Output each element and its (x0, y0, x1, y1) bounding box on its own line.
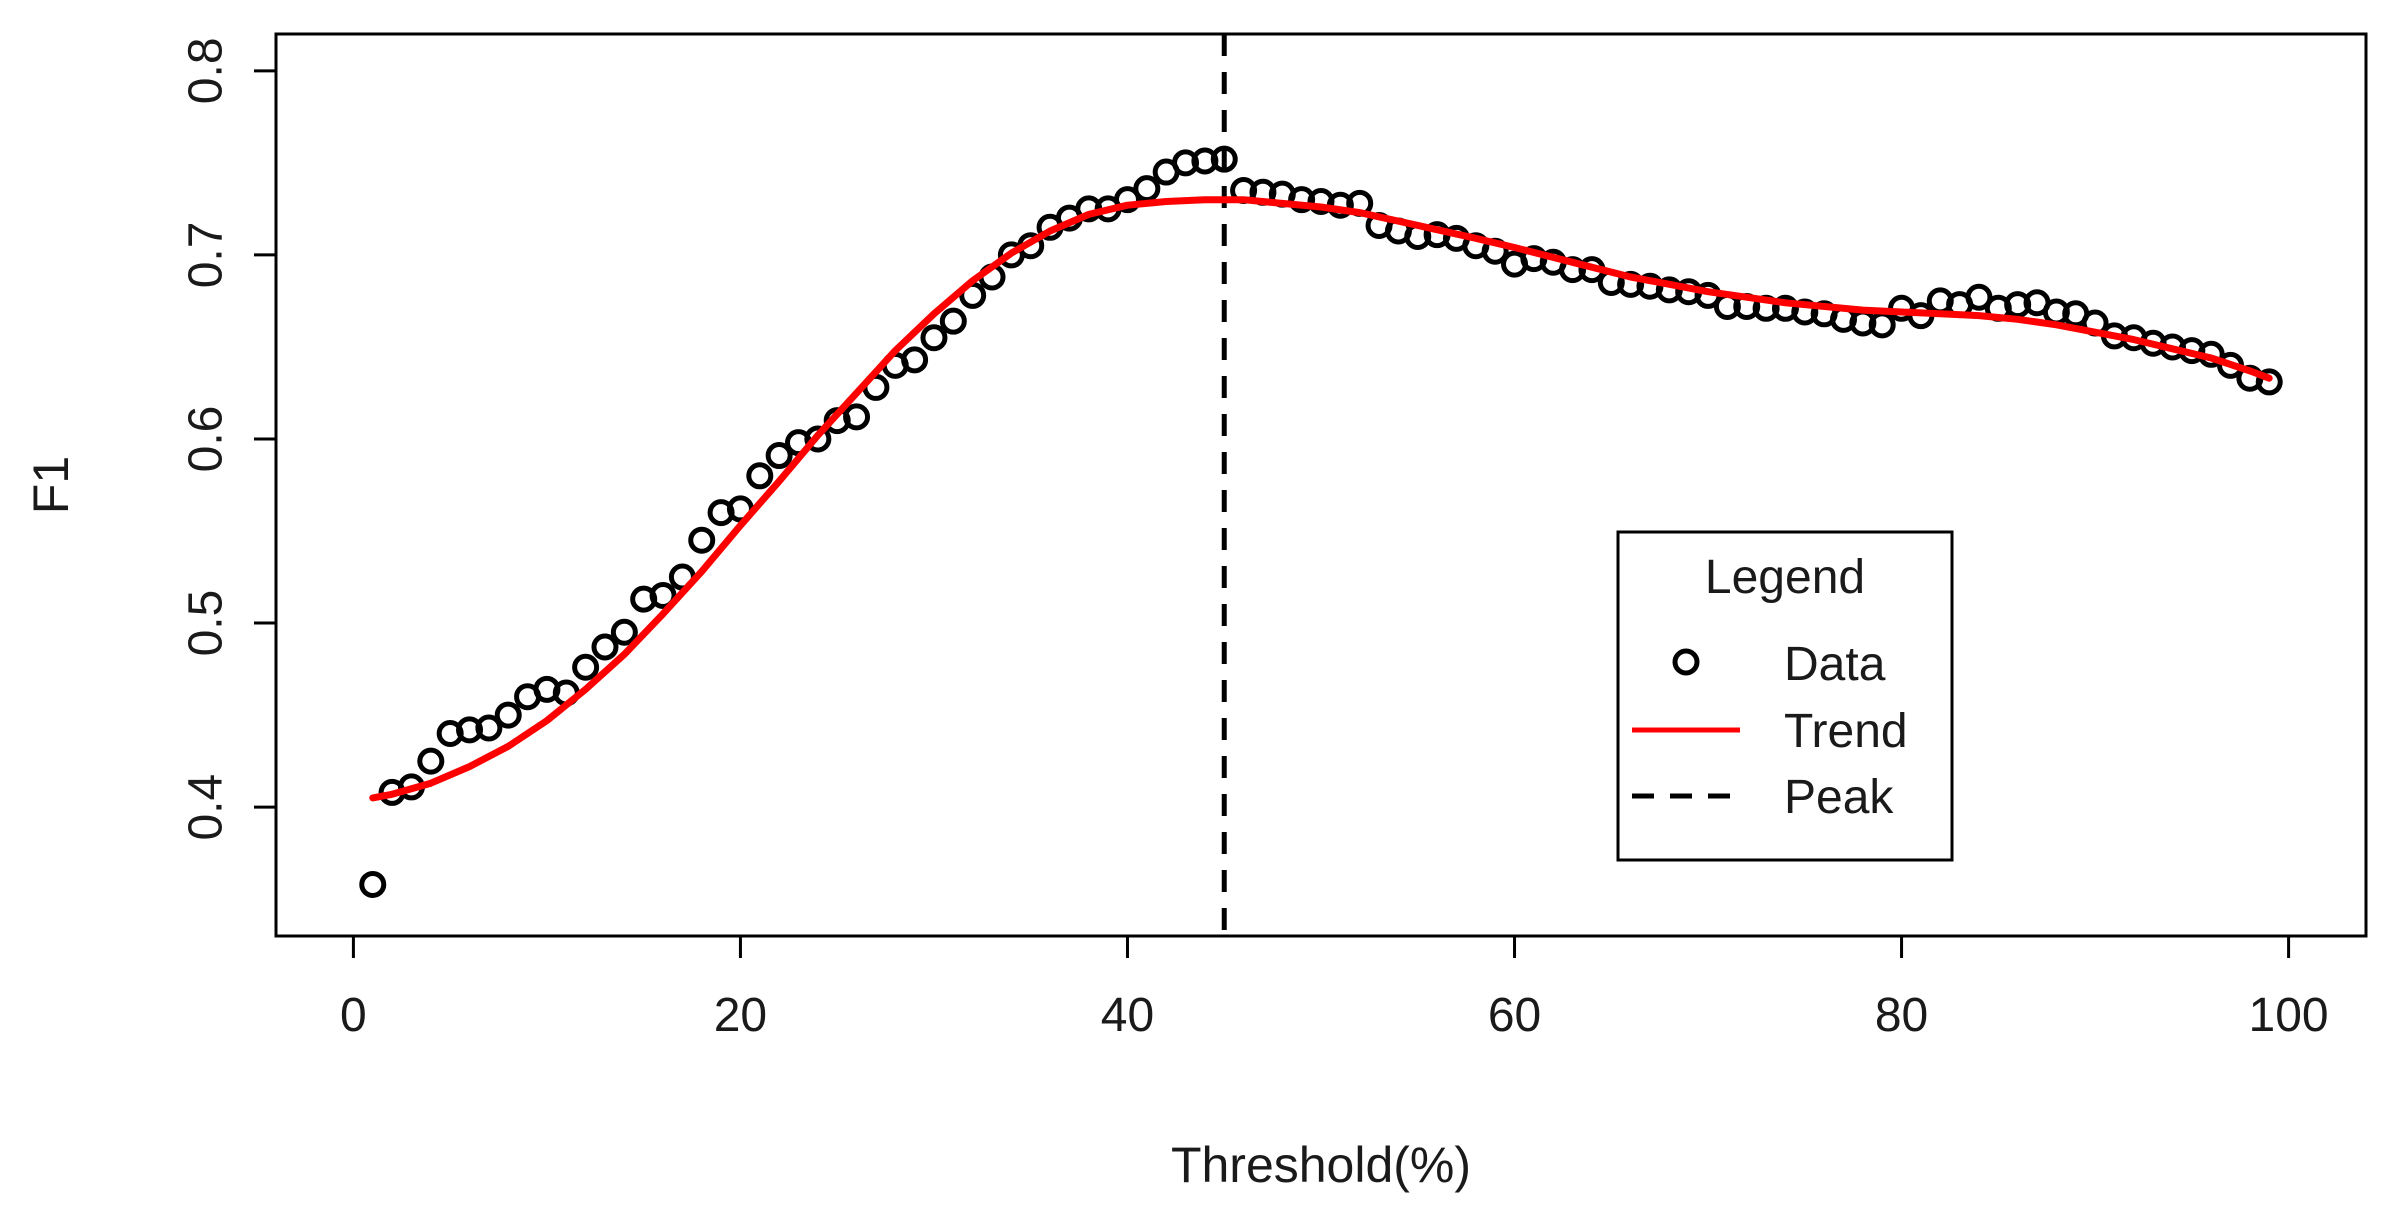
data-point (417, 747, 445, 775)
data-point (901, 346, 929, 374)
data-point (1965, 283, 1993, 311)
y-tick-label: 0.7 (180, 222, 233, 289)
data-point (1133, 175, 1161, 203)
y-tick-label: 0.4 (180, 774, 233, 841)
plot-frame (274, 32, 2368, 938)
data-point (572, 653, 600, 681)
plot-marks (359, 34, 2283, 936)
data-point (804, 425, 832, 453)
x-axis: 0 20 40 60 80 100 (340, 936, 2329, 1042)
trend-line (369, 196, 2273, 802)
x-tick-label: 60 (1488, 989, 1541, 1042)
legend-box (1616, 530, 1954, 862)
data-point (649, 581, 677, 609)
legend-label-trend: Trend (1784, 705, 1908, 758)
data-point (688, 526, 716, 554)
data-point (765, 442, 793, 470)
data-point (2255, 368, 2283, 396)
data-point (920, 324, 948, 352)
legend-label-data: Data (1784, 638, 1886, 691)
data-point (1210, 145, 1238, 173)
y-axis-label: F1 (23, 456, 79, 514)
data-point (475, 714, 503, 742)
data-point (359, 870, 387, 898)
data-point (494, 701, 522, 729)
x-tick-label: 80 (1875, 989, 1928, 1042)
x-tick-label: 20 (714, 989, 767, 1042)
data-point (610, 618, 638, 646)
data-point (843, 403, 871, 431)
y-tick-label: 0.6 (180, 406, 233, 473)
legend-data-marker (1672, 648, 1700, 676)
legend-title: Legend (1705, 551, 1865, 604)
data-point (746, 462, 774, 490)
data-point (1113, 186, 1141, 214)
y-tick-label: 0.5 (180, 590, 233, 657)
x-tick-label: 100 (2249, 989, 2329, 1042)
y-tick-label: 0.8 (180, 37, 233, 104)
legend-label-peak: Peak (1784, 771, 1894, 824)
y-axis: 0.4 0.5 0.6 0.7 0.8 (180, 37, 276, 841)
legend: Legend Data Trend Peak (1616, 530, 1954, 862)
x-axis-label: Threshold(%) (1171, 1137, 1471, 1193)
x-tick-label: 0 (340, 989, 367, 1042)
data-point (1559, 256, 1587, 284)
data-point (591, 633, 619, 661)
data-point (939, 307, 967, 335)
x-tick-label: 40 (1101, 989, 1154, 1042)
